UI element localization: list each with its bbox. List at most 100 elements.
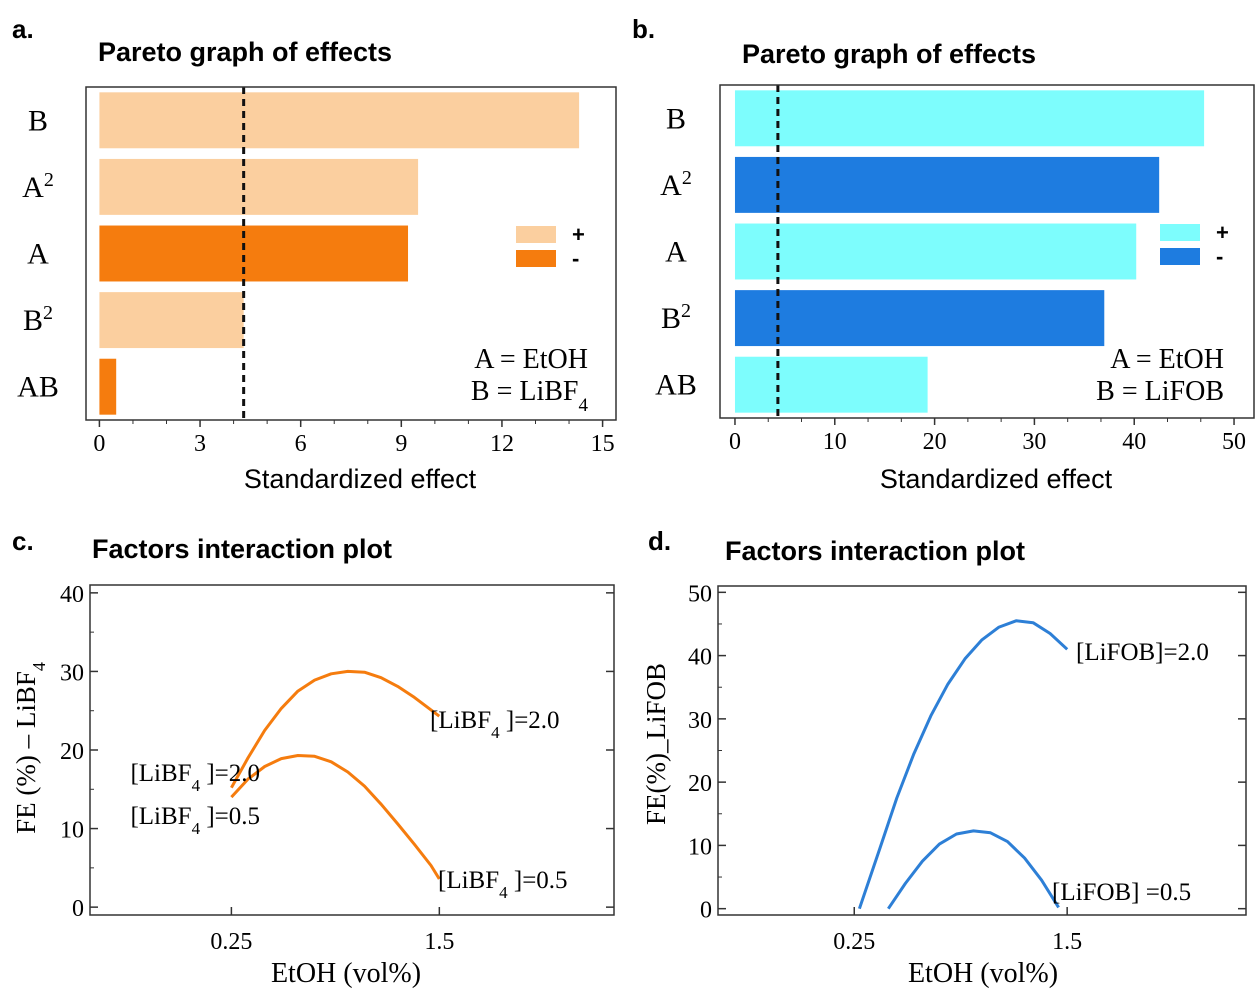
- curve-label-2: [LiBF4 ]=0.5: [130, 803, 260, 838]
- series-line-0: [857, 619, 1069, 910]
- panel-letter: b.: [632, 14, 655, 44]
- y-axis-label: FE (%) – LiBF4: [11, 662, 49, 834]
- series-line-1: [887, 829, 1060, 910]
- label-text: [LiBF: [130, 803, 191, 830]
- chart-title: Pareto graph of effects: [98, 37, 392, 67]
- label-text: ]=2.0: [200, 760, 260, 787]
- category-label-a: A: [665, 236, 687, 269]
- bar-b: [734, 90, 1205, 147]
- category-exponent: 2: [682, 167, 692, 189]
- category-label-a: A: [27, 238, 49, 271]
- y-tick-label: 40: [60, 582, 84, 608]
- legend-swatch: [1160, 248, 1200, 265]
- plot-frame: [717, 585, 1247, 916]
- x-axis-label: EtOH (vol%): [271, 958, 421, 989]
- x-tick-label: 3: [194, 431, 206, 457]
- legend-label: +: [572, 222, 585, 247]
- y-tick-label: 10: [688, 834, 712, 860]
- label-text: [LiBF: [438, 867, 499, 894]
- panel-d: d. Factors interaction plot 0 10 20 30 40 50 0…: [641, 526, 1247, 989]
- bar-b: [99, 92, 580, 149]
- y-axis-label: FE(%)_LiFOB: [641, 663, 671, 825]
- curve-label-3: [LiBF4 ]=0.5: [438, 867, 568, 902]
- label-text: [LiBF: [430, 707, 491, 734]
- series-line-0: [230, 669, 441, 789]
- legend-swatch: [516, 226, 556, 243]
- legend-swatch: [1160, 224, 1200, 241]
- category-base: A: [660, 169, 682, 202]
- panel-c: c. Factors interaction plot 0 10 20 30 40 0.2…: [11, 526, 615, 989]
- legend: +-: [1160, 220, 1229, 269]
- curve-label-1: [LiFOB] =0.5: [1052, 879, 1191, 906]
- plot-frame: [89, 584, 615, 916]
- category-base: A: [22, 171, 44, 204]
- category-exponent: 2: [681, 300, 691, 322]
- panel-letter: d.: [648, 526, 671, 556]
- x-tick-label: 1.5: [424, 929, 454, 955]
- panel-letter: a.: [12, 14, 34, 44]
- curve-label-0: [LiBF4 ]=2.0: [130, 760, 260, 795]
- category-label-b2: B2: [661, 300, 691, 335]
- plot-frame: [719, 84, 1255, 419]
- bar-ab: [99, 358, 117, 415]
- chart-title: Factors interaction plot: [725, 536, 1025, 566]
- x-axis-label: Standardized effect: [880, 464, 1113, 494]
- x-tick-label: 0.25: [833, 929, 875, 955]
- category-base: B: [661, 302, 681, 335]
- plot-frame: [85, 86, 617, 421]
- label-text: ]=2.0: [500, 707, 560, 734]
- label-text: [LiBF: [130, 760, 191, 787]
- factor-note-a: A = EtOH: [474, 344, 588, 375]
- y-tick-label: 10: [60, 818, 84, 844]
- legend-label: -: [1216, 244, 1223, 269]
- note-subscript: 4: [579, 395, 589, 416]
- chart-title: Pareto graph of effects: [742, 39, 1036, 69]
- category-base: B: [23, 304, 43, 337]
- bar-a2: [99, 158, 419, 215]
- category-label-ab: AB: [17, 371, 59, 404]
- note-text: B = LiBF: [471, 376, 579, 407]
- x-tick-label: 12: [490, 431, 514, 457]
- x-tick-label: 0.25: [210, 929, 252, 955]
- label-subscript: 4: [491, 723, 500, 742]
- x-tick-label: 30: [1022, 429, 1046, 455]
- y-tick-label: 20: [60, 739, 84, 765]
- curve-label-0: [LiFOB]=2.0: [1076, 639, 1209, 666]
- y-tick-label: 50: [688, 581, 712, 607]
- legend-label: -: [572, 246, 579, 271]
- bar-ab: [734, 356, 928, 413]
- label-subscript: 4: [192, 776, 201, 795]
- x-tick-label: 40: [1122, 429, 1146, 455]
- bar-b2: [99, 292, 244, 349]
- x-tick-label: 0: [93, 431, 105, 457]
- x-tick-label: 20: [923, 429, 947, 455]
- category-label-ab: AB: [655, 369, 697, 402]
- label-subscript: 4: [499, 883, 508, 902]
- bar-b2: [734, 290, 1105, 347]
- legend: +-: [516, 222, 585, 271]
- category-label-b: B: [666, 102, 686, 135]
- series-line-1: [230, 754, 441, 880]
- bar-a2: [734, 156, 1160, 213]
- ylabel-subscript: 4: [29, 662, 49, 671]
- x-tick-label: 10: [823, 429, 847, 455]
- ylabel-text: FE (%) – LiBF: [11, 671, 41, 834]
- y-tick-label: 0: [72, 896, 84, 922]
- curve-label-1: [LiBF4 ]=2.0: [430, 707, 560, 742]
- panel-letter: c.: [12, 526, 34, 556]
- y-tick-label: 20: [688, 771, 712, 797]
- category-label-b: B: [28, 104, 48, 137]
- bar-a: [734, 223, 1137, 280]
- label-text: ]=0.5: [200, 803, 260, 830]
- bar-a: [99, 225, 409, 282]
- factor-note-a: A = EtOH: [1110, 344, 1224, 375]
- y-tick-label: 0: [700, 898, 712, 924]
- category-exponent: 2: [44, 169, 54, 191]
- category-label-b2: B2: [23, 302, 53, 337]
- factor-note-b: B = LiFOB: [1096, 376, 1224, 407]
- x-tick-label: 6: [295, 431, 307, 457]
- x-tick-label: 50: [1222, 429, 1246, 455]
- legend-label: +: [1216, 220, 1229, 245]
